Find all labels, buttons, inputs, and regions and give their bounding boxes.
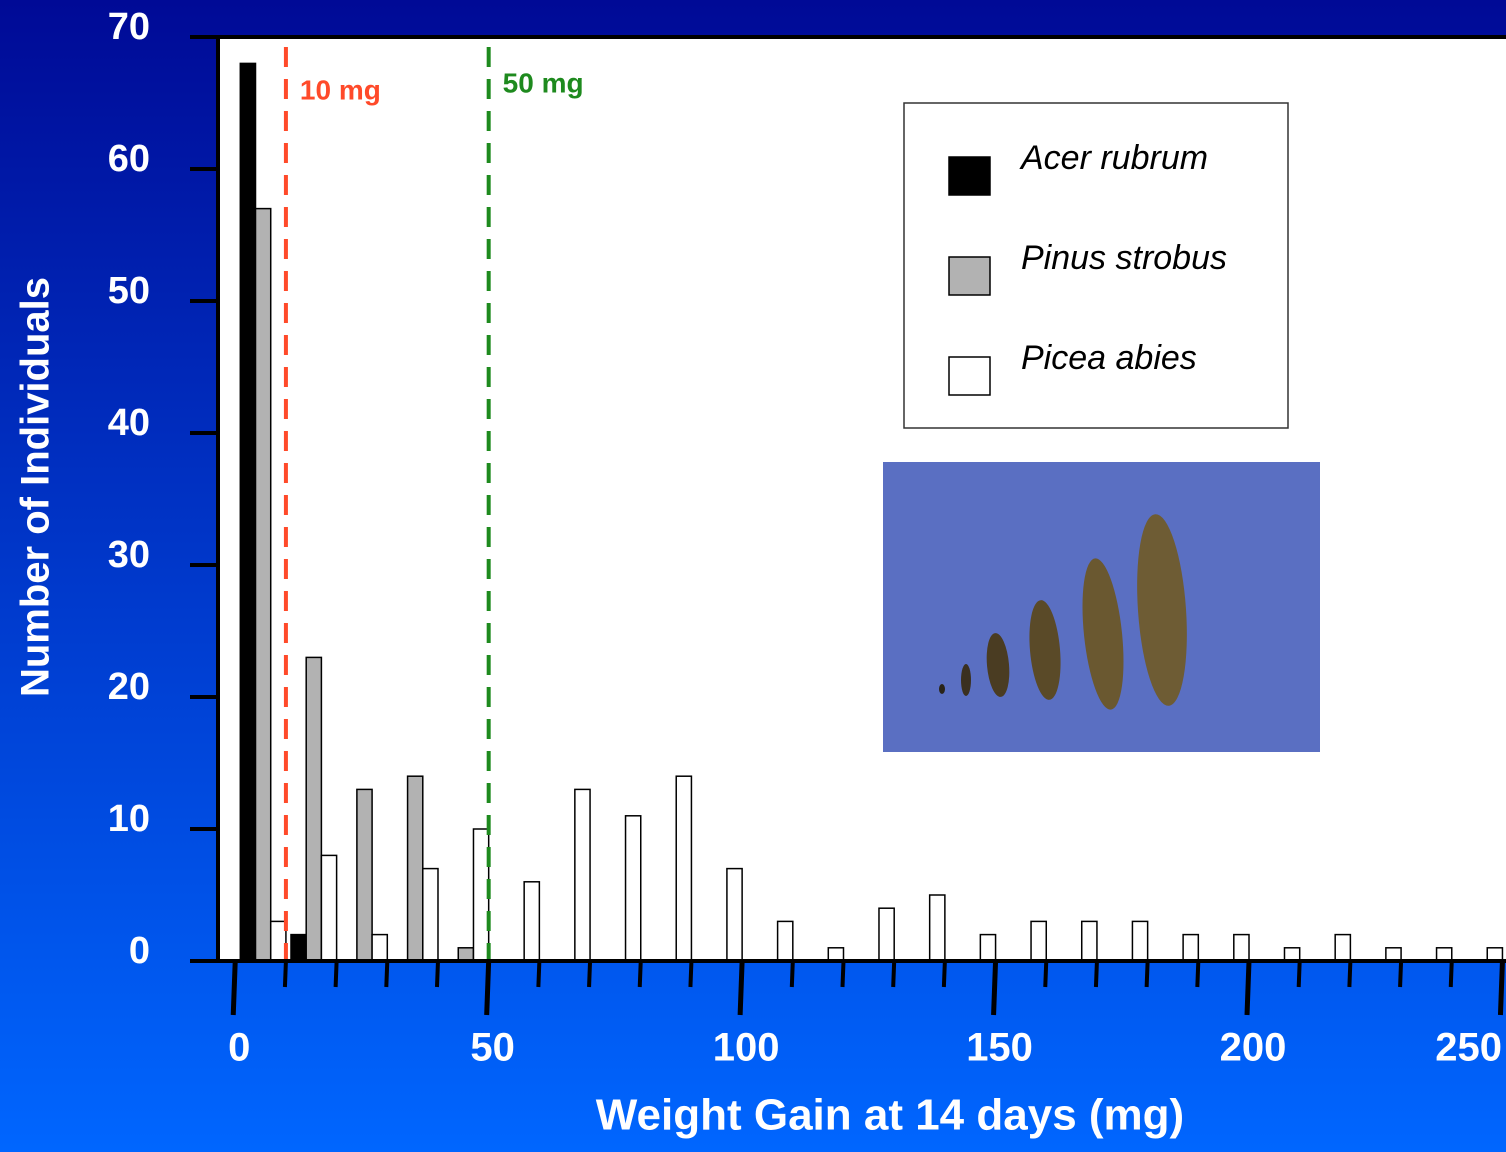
bar [305, 656, 323, 962]
x-minor-tick [282, 960, 288, 988]
x-minor-tick [891, 960, 897, 988]
bar [979, 933, 997, 962]
bar [269, 920, 287, 962]
bar [239, 62, 257, 962]
x-minor-tick [333, 960, 339, 988]
x-minor-tick [1195, 960, 1201, 988]
x-minor-tick [1043, 960, 1049, 988]
x-tick [484, 960, 492, 1016]
bar [1131, 920, 1149, 962]
x-tick [230, 960, 238, 1016]
bar [928, 894, 946, 962]
x-tick [991, 960, 999, 1016]
reference-label: 10 mg [300, 74, 381, 105]
x-minor-tick [637, 960, 643, 988]
bar [356, 788, 373, 962]
legend-swatch [948, 156, 991, 196]
y-tick-label: 0 [129, 930, 150, 972]
x-minor-tick [941, 960, 947, 988]
bar [422, 867, 439, 962]
x-tick-label: 200 [1220, 1026, 1287, 1070]
x-minor-tick [1398, 960, 1404, 988]
x-tick-label: 250 [1435, 1026, 1502, 1070]
x-minor-tick [434, 960, 440, 988]
bar [254, 207, 272, 962]
x-axis-label: Weight Gain at 14 days (mg) [596, 1091, 1184, 1140]
legend-label: Acer rubrum [1019, 139, 1208, 177]
y-tick-label: 30 [108, 534, 150, 576]
bar [523, 881, 541, 962]
x-minor-tick [1093, 960, 1099, 988]
bar [1182, 933, 1200, 962]
x-tick-label: 100 [713, 1026, 780, 1070]
bar [406, 775, 424, 962]
bar [878, 907, 895, 962]
x-tick [737, 960, 745, 1016]
y-axis-label: Number of Individuals [14, 277, 58, 697]
photo [883, 462, 1320, 752]
legend-label: Pinus strobus [1021, 239, 1227, 277]
x-minor-tick [1347, 960, 1353, 988]
x-minor-tick [536, 960, 542, 988]
x-tick-label: 150 [966, 1026, 1033, 1070]
bar [624, 815, 642, 962]
x-minor-tick [789, 960, 795, 988]
x-minor-tick [1144, 960, 1150, 988]
bar [472, 828, 490, 962]
legend-swatch [948, 256, 991, 296]
x-minor-tick [384, 960, 390, 988]
x-minor-tick [688, 960, 694, 988]
legend-label: Picea abies [1021, 339, 1197, 377]
bar [371, 933, 389, 962]
bar [290, 933, 307, 962]
bar [574, 788, 591, 962]
x-minor-tick [840, 960, 846, 988]
bar [675, 775, 693, 962]
x-tick [1244, 960, 1252, 1016]
y-tick-label: 70 [108, 6, 150, 48]
x-minor-tick [587, 960, 593, 988]
legend-swatch [948, 356, 991, 396]
x-tick [1497, 960, 1505, 1016]
x-minor-tick [1296, 960, 1302, 988]
x-tick-label: 0 [228, 1026, 250, 1070]
bar [1334, 933, 1352, 962]
x-tick-label: 50 [470, 1026, 515, 1070]
y-tick-label: 40 [108, 402, 150, 444]
bar [1233, 933, 1250, 962]
bar [1030, 920, 1048, 962]
y-tick-label: 20 [108, 666, 150, 708]
bar [776, 920, 794, 962]
y-tick-label: 60 [108, 138, 150, 180]
bar [320, 854, 338, 962]
bar [726, 867, 743, 962]
x-minor-tick [1448, 960, 1454, 988]
reference-label: 50 mg [503, 67, 584, 98]
y-tick-label: 10 [108, 798, 150, 840]
bar [1080, 920, 1098, 962]
y-tick-label: 50 [108, 270, 150, 312]
